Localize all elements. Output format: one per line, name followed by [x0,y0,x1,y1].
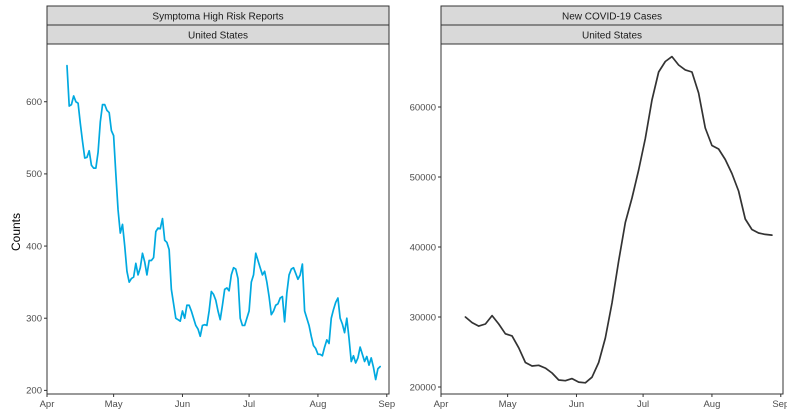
y-tick-label: 600 [26,97,42,108]
y-tick-label: 300 [26,314,42,325]
x-tick-label: Jun [175,399,190,410]
y-axis-title: Counts [9,213,23,251]
y-axis-left: 200 300 400 500 600 [26,97,47,397]
panel-right: New COVID-19 Cases United States 20000 30… [410,5,787,410]
x-tick-label: Apr [434,399,449,410]
x-axis-right: Apr May Jun Jul Aug Sep [434,394,787,410]
series-line [464,55,773,384]
y-tick-label: 20000 [410,382,436,393]
x-tick-label: May [105,399,123,410]
x-tick-label: Apr [40,399,55,410]
y-axis-right: 20000 30000 40000 50000 60000 [410,102,441,393]
x-tick-label: Sep [378,399,395,410]
y-tick-label: 60000 [410,102,436,113]
facet-strip-region-right-text: United States [582,31,642,42]
series-group-right [464,55,773,384]
y-tick-label: 40000 [410,242,436,253]
facet-strip-region-left-text: United States [188,31,248,42]
plot-area-left [46,43,390,395]
plot-area-right [440,43,784,395]
x-tick-label: Jul [637,399,649,410]
x-tick-label: Aug [309,399,326,410]
y-tick-label: 400 [26,241,42,252]
facet-strip-title-right-text: New COVID-19 Cases [562,12,662,23]
panel-left: Symptoma High Risk Reports United States… [26,5,395,410]
x-tick-label: May [499,399,517,410]
series-group-left [66,64,381,381]
x-tick-label: Jun [569,399,584,410]
x-tick-label: Aug [703,399,720,410]
y-tick-label: 30000 [410,312,436,323]
x-axis-left: Apr May Jun Jul Aug Sep [40,394,395,410]
facet-strip-title-left-text: Symptoma High Risk Reports [152,12,283,23]
y-tick-label: 50000 [410,172,436,183]
y-tick-label: 200 [26,386,42,397]
x-tick-label: Jul [243,399,255,410]
x-tick-label: Sep [772,399,787,410]
series-line [66,64,381,381]
y-tick-label: 500 [26,169,42,180]
